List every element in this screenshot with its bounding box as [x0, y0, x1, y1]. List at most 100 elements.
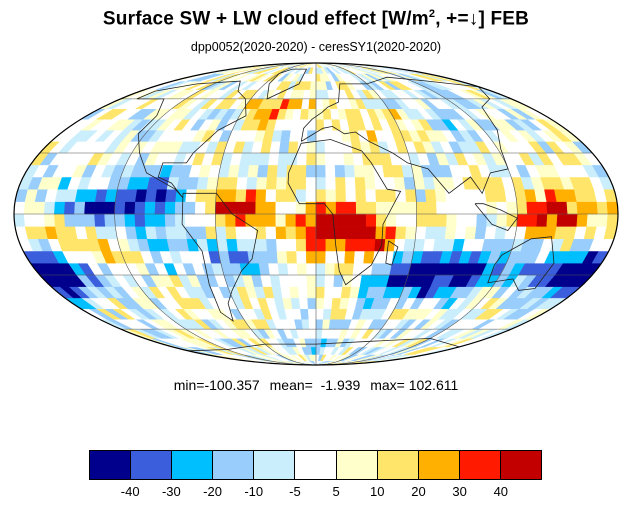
field-cell — [374, 238, 386, 252]
field-cell — [375, 188, 387, 202]
field-cell — [247, 164, 260, 178]
field-cell — [145, 226, 158, 240]
field-cell — [280, 129, 292, 142]
colorbar-swatch — [213, 451, 255, 479]
field-cell — [269, 274, 281, 287]
field-cell — [23, 213, 36, 227]
field-cell — [305, 226, 317, 240]
field-cell — [74, 201, 86, 215]
field-cell — [596, 213, 609, 227]
field-cell — [444, 226, 457, 240]
field-cell — [307, 118, 317, 131]
field-cell — [315, 297, 325, 310]
field-cell — [576, 201, 589, 215]
field-cell — [586, 201, 599, 215]
field-cell — [226, 238, 239, 252]
field-cell — [335, 213, 347, 227]
colorbar-tick-label: 5 — [332, 484, 340, 499]
field-cell — [332, 286, 343, 299]
field-cell — [306, 262, 317, 276]
field-cell — [255, 213, 267, 227]
field-cell — [566, 213, 578, 227]
field-cell — [416, 201, 427, 215]
map-title: Surface SW + LW cloud effect [W/m2, +=↓]… — [102, 8, 530, 30]
field-cell — [195, 226, 208, 240]
field-cell — [174, 201, 186, 215]
field-cell — [277, 152, 289, 166]
field-cell — [354, 238, 366, 252]
field-cell — [276, 238, 287, 252]
field-cell — [334, 152, 345, 166]
field-cell — [315, 262, 326, 276]
field-cell — [365, 226, 377, 240]
field-cell — [266, 176, 278, 190]
colorbar-tick-label: -20 — [203, 484, 222, 499]
field-cell — [266, 238, 278, 252]
field-cell — [466, 213, 478, 227]
field-cell — [205, 201, 216, 215]
field-cell — [205, 226, 217, 240]
field-cell — [134, 213, 146, 227]
field-cell — [363, 164, 375, 178]
field-cell — [245, 188, 257, 202]
field-cell — [385, 188, 397, 202]
field-cell — [94, 201, 106, 215]
field-cell — [315, 226, 327, 240]
field-cell — [289, 286, 300, 299]
colorbar-swatch — [336, 451, 378, 479]
field-cell — [406, 213, 417, 227]
field-cell — [276, 164, 288, 178]
field-cell — [606, 201, 618, 215]
field-cell — [334, 262, 345, 276]
field-cell — [280, 286, 292, 299]
field-cell — [184, 213, 196, 227]
field-cell — [464, 226, 477, 240]
colorbar-swatch — [254, 451, 296, 479]
field-cell — [104, 213, 116, 227]
field-cell — [144, 201, 156, 215]
colorbar-swatch — [459, 451, 501, 479]
field-cell — [546, 213, 558, 227]
field-cell — [237, 250, 250, 264]
field-cell — [325, 164, 336, 178]
field-cell — [355, 213, 367, 227]
field-cell — [396, 213, 407, 227]
field-cell — [265, 188, 277, 202]
field-cell — [235, 213, 247, 227]
field-cell — [305, 238, 317, 252]
field-cell — [295, 238, 307, 252]
field-cell — [276, 176, 287, 190]
field-cell — [333, 141, 344, 154]
field-cell — [258, 152, 271, 166]
field-cell — [236, 176, 248, 190]
field-cell — [343, 262, 355, 276]
colorbar-tick-label: 40 — [493, 484, 509, 499]
field-cell — [305, 213, 317, 227]
field-cell — [299, 297, 309, 310]
field-cell — [536, 213, 548, 227]
field-cell — [426, 213, 438, 227]
field-cell — [385, 226, 397, 240]
field-cell — [315, 328, 323, 339]
field-cell — [296, 262, 308, 276]
field-cell — [205, 213, 216, 227]
field-cell — [446, 213, 458, 227]
field-cell — [14, 213, 26, 227]
field-cell — [225, 188, 237, 202]
field-cell — [456, 201, 468, 215]
field-cell — [165, 188, 178, 202]
field-cell — [310, 80, 317, 90]
field-cell — [246, 176, 258, 190]
field-cell — [225, 226, 237, 240]
field-cell — [315, 286, 326, 299]
field-cell — [315, 141, 326, 154]
field-cell — [365, 213, 377, 227]
field-cell — [275, 213, 287, 227]
field-cell — [155, 188, 168, 202]
field-cell — [301, 318, 310, 330]
field-cell — [536, 201, 548, 215]
field-cell — [454, 188, 467, 202]
field-cell — [278, 141, 290, 154]
field-cell — [396, 201, 407, 215]
